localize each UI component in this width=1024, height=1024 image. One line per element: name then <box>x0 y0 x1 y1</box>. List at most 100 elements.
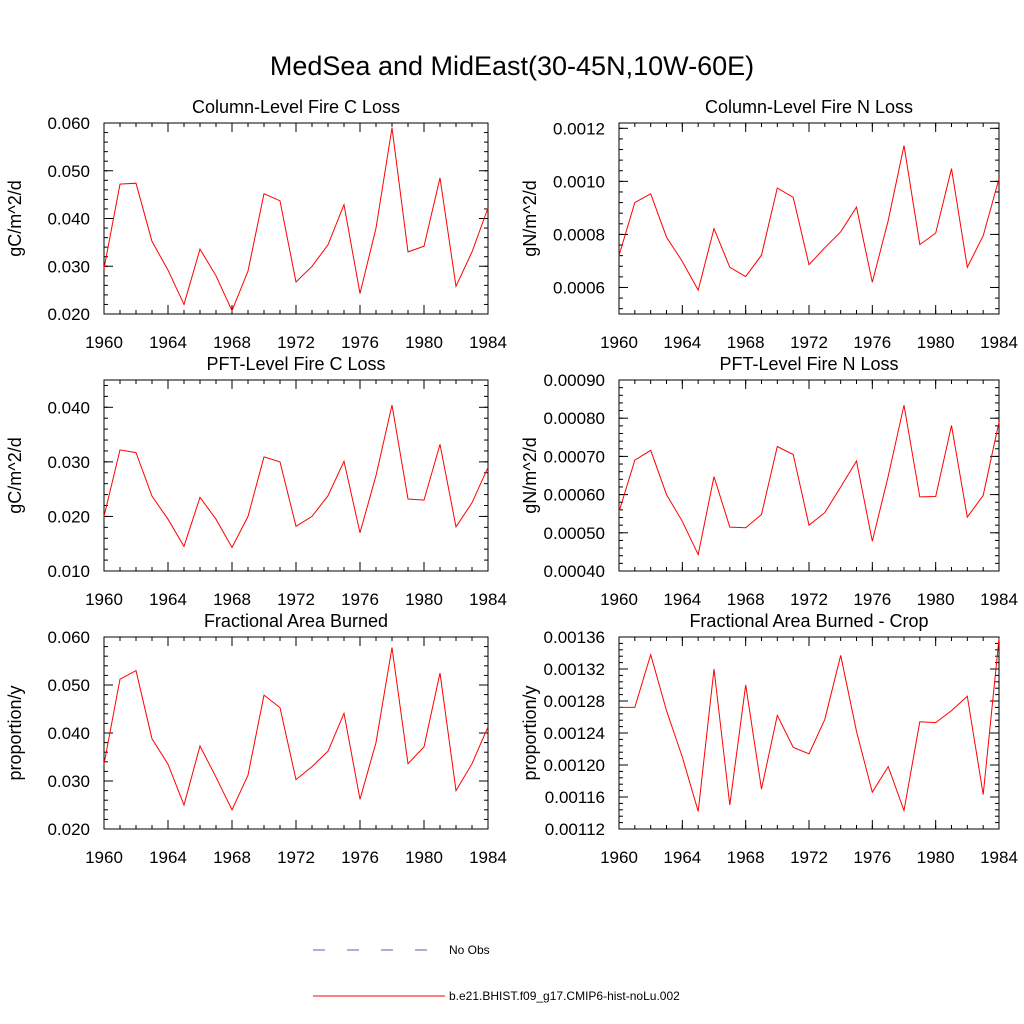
x-tick-label: 1972 <box>277 590 315 609</box>
y-axis-label: proportion/y <box>5 685 25 780</box>
y-tick-label: 0.0008 <box>553 225 605 244</box>
panel-title: PFT-Level Fire N Loss <box>719 354 898 374</box>
panel-title: Fractional Area Burned <box>204 611 388 631</box>
x-tick-label: 1984 <box>469 590 507 609</box>
x-tick-label: 1968 <box>213 333 251 352</box>
x-tick-label: 1984 <box>980 333 1018 352</box>
x-tick-label: 1964 <box>663 333 701 352</box>
y-tick-label: 0.00112 <box>545 820 605 839</box>
x-tick-label: 1964 <box>149 848 187 867</box>
x-tick-label: 1960 <box>600 333 638 352</box>
y-axis-label: gN/m^2/d <box>520 180 540 256</box>
y-tick-label: 0.030 <box>47 772 90 791</box>
y-tick-label: 0.040 <box>47 724 90 743</box>
y-tick-label: 0.00050 <box>544 524 605 543</box>
y-tick-label: 0.00132 <box>544 660 605 679</box>
x-tick-label: 1976 <box>341 333 379 352</box>
x-tick-label: 1960 <box>85 848 123 867</box>
panel-column-n-loss: Column-Level Fire N Loss gN/m^2/d 1960 1964… <box>520 97 1018 352</box>
x-tick-label: 1984 <box>980 848 1018 867</box>
panels: Column-Level Fire C Loss gC/m^2/d 1960 1964… <box>5 97 1018 867</box>
y-tick-label: 0.020 <box>47 507 90 526</box>
y-tick-label: 0.00080 <box>544 409 605 428</box>
y-axis-label: proportion/y <box>520 685 540 780</box>
legend-label-no-obs: No Obs <box>449 943 490 957</box>
panel-title: Column-Level Fire C Loss <box>192 97 400 117</box>
panel-pft-n-loss: PFT-Level Fire N Loss gN/m^2/d 1960 1964 196… <box>520 354 1018 609</box>
x-tick-label: 1980 <box>405 333 443 352</box>
y-tick-label: 0.00040 <box>544 562 605 581</box>
panel-title: Column-Level Fire N Loss <box>705 97 913 117</box>
panel-area-burned: Fractional Area Burned proportion/y 1960 19… <box>5 611 507 867</box>
y-tick-label: 0.030 <box>47 257 90 276</box>
series-line <box>103 404 489 549</box>
y-tick-label: 0.00090 <box>544 371 605 390</box>
x-tick-label: 1964 <box>149 333 187 352</box>
y-axis-label: gC/m^2/d <box>5 180 25 256</box>
legend: No Obs b.e21.BHIST.f09_g17.CMIP6-hist-no… <box>313 943 680 1003</box>
series-line <box>103 647 489 811</box>
x-tick-label: 1960 <box>600 590 638 609</box>
x-tick-label: 1964 <box>663 590 701 609</box>
x-tick-label: 1964 <box>663 848 701 867</box>
panel-title: PFT-Level Fire C Loss <box>206 354 385 374</box>
y-tick-label: 0.050 <box>47 162 90 181</box>
x-tick-label: 1972 <box>790 590 828 609</box>
series-line <box>618 405 1000 557</box>
x-tick-label: 1964 <box>149 590 187 609</box>
x-tick-label: 1960 <box>85 590 123 609</box>
x-tick-label: 1984 <box>980 590 1018 609</box>
x-tick-label: 1980 <box>405 590 443 609</box>
y-tick-label: 0.0006 <box>553 278 605 297</box>
y-tick-label: 0.060 <box>47 628 90 647</box>
x-tick-label: 1972 <box>790 848 828 867</box>
y-tick-label: 0.040 <box>47 398 90 417</box>
x-tick-label: 1980 <box>917 333 955 352</box>
plot-frame <box>618 636 1000 830</box>
panel-area-burned-crop: Fractional Area Burned - Crop proportion/… <box>520 611 1018 867</box>
x-tick-label: 1976 <box>341 590 379 609</box>
y-tick-label: 0.040 <box>47 210 90 229</box>
x-tick-label: 1968 <box>727 590 765 609</box>
x-tick-label: 1980 <box>917 848 955 867</box>
series-line <box>619 638 1000 813</box>
series-line <box>618 145 1000 292</box>
plot-frame <box>103 636 489 830</box>
plot-frame <box>618 122 1000 315</box>
x-tick-label: 1960 <box>600 848 638 867</box>
legend-label-model: b.e21.BHIST.f09_g17.CMIP6-hist-noLu.002 <box>449 989 680 1003</box>
x-tick-label: 1960 <box>85 333 123 352</box>
y-tick-label: 0.00060 <box>544 486 605 505</box>
x-tick-label: 1972 <box>277 333 315 352</box>
x-tick-label: 1984 <box>469 333 507 352</box>
x-tick-label: 1980 <box>917 590 955 609</box>
x-tick-label: 1972 <box>277 848 315 867</box>
y-tick-label: 0.050 <box>47 676 90 695</box>
y-tick-label: 0.00136 <box>544 628 605 647</box>
y-axis-label: gC/m^2/d <box>5 437 25 513</box>
series-line <box>103 127 489 312</box>
page-title: MedSea and MidEast(30-45N,10W-60E) <box>270 51 754 81</box>
y-tick-label: 0.00128 <box>544 692 605 711</box>
y-tick-label: 0.00124 <box>544 724 605 743</box>
panel-pft-c-loss: PFT-Level Fire C Loss gC/m^2/d 1960 1964 196… <box>5 354 507 609</box>
x-tick-label: 1968 <box>727 333 765 352</box>
x-tick-label: 1976 <box>853 590 891 609</box>
x-tick-label: 1976 <box>341 848 379 867</box>
y-tick-label: 0.020 <box>47 820 90 839</box>
x-tick-label: 1972 <box>790 333 828 352</box>
y-tick-label: 0.0012 <box>553 119 605 138</box>
y-tick-label: 0.0010 <box>553 172 605 191</box>
x-tick-label: 1980 <box>405 848 443 867</box>
x-tick-label: 1976 <box>853 848 891 867</box>
plot-frame <box>618 379 1000 572</box>
y-tick-label: 0.020 <box>47 305 90 324</box>
panel-title: Fractional Area Burned - Crop <box>689 611 928 631</box>
x-tick-label: 1976 <box>853 333 891 352</box>
y-tick-label: 0.030 <box>47 453 90 472</box>
plot-frame <box>103 379 489 572</box>
panel-column-c-loss: Column-Level Fire C Loss gC/m^2/d 1960 1964… <box>5 97 507 352</box>
y-tick-label: 0.00120 <box>544 756 605 775</box>
